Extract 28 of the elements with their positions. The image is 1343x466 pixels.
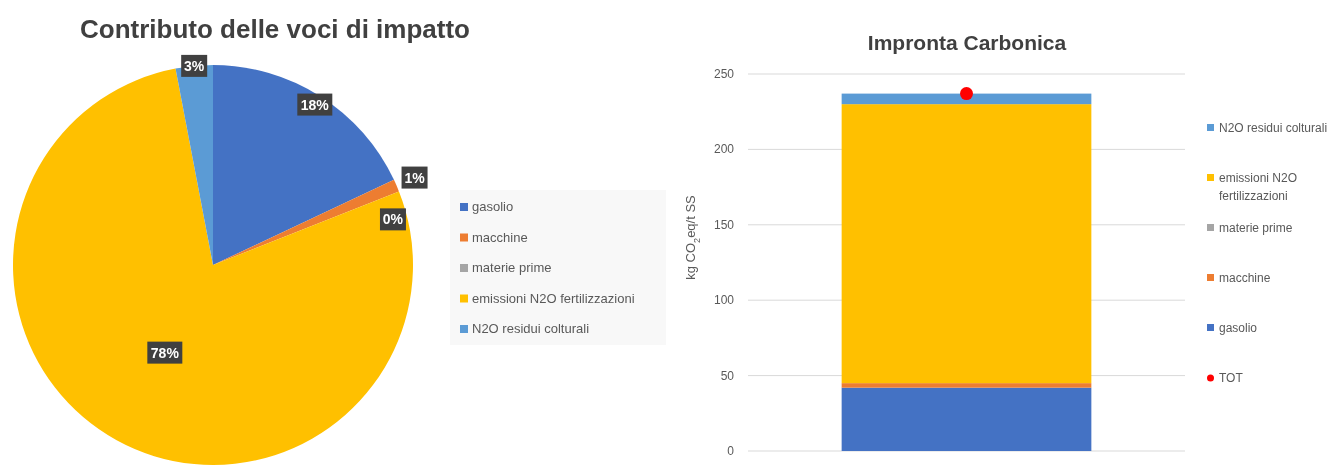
bar [841,93,1092,105]
bar [841,383,1092,388]
chart-title: Contributo delle voci di impatto [80,14,470,44]
legend-label: emissioni N2O fertilizzazioni [472,290,635,306]
legend-label: gasolio [472,199,514,214]
legend-label: materie prime [1219,221,1293,235]
legend-label: materie prime [472,260,552,275]
legend-label: macchine [472,229,528,245]
text: 0% [382,211,404,228]
bar [841,387,1092,451]
data-label: 78% [150,344,180,361]
chart-title: Impronta Carbonica [867,31,1067,54]
y-tick-label: 100 [713,293,735,308]
y-tick-label: 0 [727,444,735,458]
legend-label: TOT [1219,371,1244,385]
legend-label: N2O residui colturali [1219,121,1328,135]
bar [841,104,1092,384]
y-tick-label: 50 [720,368,735,383]
legend-label: N2O residui colturali [472,321,590,336]
data-label: 1% [404,169,426,186]
y-tick-label: 250 [713,67,735,81]
legend-label: emissioni N2O fertilizzazioni [1219,171,1298,203]
data-label: 3% [184,57,205,74]
y-tick-label: 150 [713,217,735,232]
legend-label: gasolio [1219,321,1258,335]
data-label: 18% [300,96,330,113]
legend-label: macchine [1219,271,1271,285]
y-tick-label: 200 [713,142,735,157]
